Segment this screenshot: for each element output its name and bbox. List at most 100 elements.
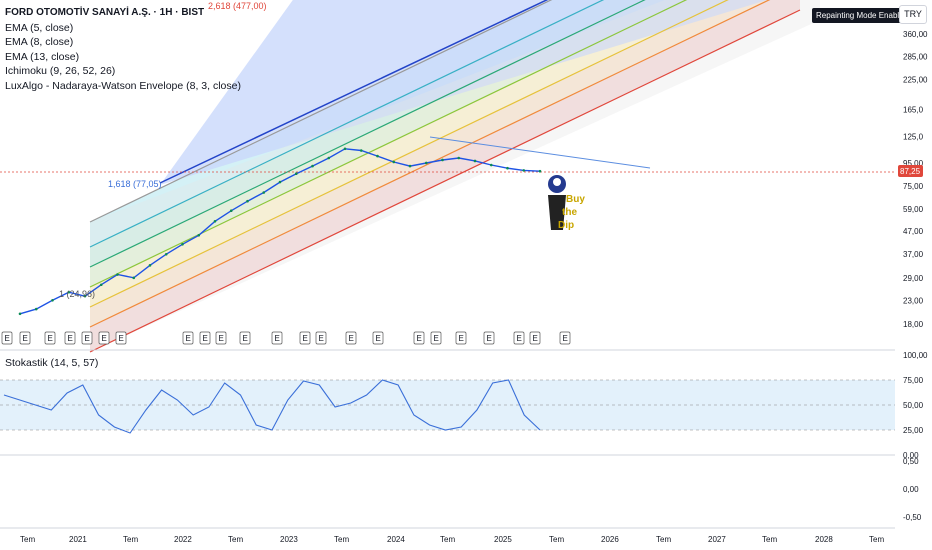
legend-nw-envelope[interactable]: LuxAlgo - Nadaraya-Watson Envelope (8, 3…	[5, 79, 241, 92]
earnings-marker	[529, 331, 541, 345]
stochastic-pane	[0, 379, 895, 434]
price-axis: 360,00 285,00 225,00 165,0 125,0 95,00 75,00 59…	[903, 30, 928, 522]
earnings-marker	[1, 331, 13, 345]
price-point	[83, 294, 87, 298]
price-tick: 360,00	[903, 30, 928, 39]
legend-title: FORD OTOMOTİV SANAYİ A.Ş. · 1H · BIST	[5, 7, 205, 18]
earnings-marker-label: E	[186, 334, 191, 343]
earnings-marker-label: E	[517, 334, 522, 343]
earnings-marker	[315, 331, 327, 345]
price-point	[392, 160, 396, 164]
price-tick: 125,0	[903, 132, 924, 141]
price-tick: 225,00	[903, 75, 928, 84]
price-point	[327, 156, 331, 160]
earnings-marker	[115, 331, 127, 345]
legend-ema5[interactable]: EMA (5, close)	[5, 21, 74, 34]
currency-button[interactable]: TRY	[899, 5, 927, 24]
lower-tick: 0,00	[903, 485, 919, 494]
earnings-marker	[299, 331, 311, 345]
time-tick: 2026	[601, 535, 619, 544]
regression-channel	[89, 0, 820, 353]
time-tick: Tem	[20, 535, 35, 544]
price-tick: 29,00	[903, 274, 924, 283]
earnings-marker	[98, 331, 110, 345]
earnings-marker	[483, 331, 495, 345]
time-axis: Tem 2021 Tem 2022 Tem 2023 Tem 2024 Tem 2025 Tem 20…	[20, 535, 884, 544]
price-tick: 165,0	[903, 106, 924, 115]
osc-tick: 50,00	[903, 401, 924, 410]
price-point	[229, 209, 233, 213]
fib-label-1618: 1,618 (77,05)	[108, 179, 162, 189]
earnings-marker	[64, 331, 76, 345]
time-tick: 2021	[69, 535, 87, 544]
earnings-marker	[44, 331, 56, 345]
stochastic-line	[3, 379, 541, 434]
price-point	[34, 307, 38, 311]
sticker-word-1: Buy	[566, 194, 585, 205]
earnings-marker-label: E	[303, 334, 308, 343]
price-point	[457, 156, 461, 160]
price-tick: 37,00	[903, 250, 924, 259]
price-tick: 18,00	[903, 320, 924, 329]
price-series	[18, 147, 542, 316]
price-tick: 95,00	[903, 159, 924, 168]
earnings-marker-label: E	[376, 334, 381, 343]
earnings-marker-label: E	[85, 334, 90, 343]
price-point	[246, 199, 249, 203]
earnings-marker	[81, 331, 93, 345]
earnings-marker-label: E	[5, 334, 10, 343]
earnings-marker	[559, 331, 571, 345]
earnings-marker-label: E	[459, 334, 464, 343]
price-point	[441, 158, 444, 162]
price-tick: 47,00	[903, 227, 924, 236]
legend-ichimoku[interactable]: Ichimoku (9, 26, 52, 26)	[5, 65, 116, 77]
earnings-marker-label: E	[349, 334, 354, 343]
earnings-marker-label: E	[203, 334, 208, 343]
osc-tick: 100,00	[903, 351, 928, 360]
legend-ema13[interactable]: EMA (13, close)	[5, 50, 80, 63]
earnings-marker-label: E	[319, 334, 324, 343]
indicator-legend[interactable]: FORD OTOMOTİV SANAYİ A.Ş. · 1H · BIST EM…	[5, 6, 241, 93]
earnings-marker-label: E	[434, 334, 439, 343]
price-point	[311, 164, 314, 168]
legend-ema8[interactable]: EMA (8, close)	[5, 36, 74, 48]
price-point	[148, 264, 152, 267]
price-point	[164, 252, 168, 256]
fib-label-1: 1 (24,96)	[59, 289, 95, 299]
price-tick: 59,00	[903, 205, 924, 214]
time-tick: Tem	[440, 535, 455, 544]
earnings-marker	[430, 331, 442, 345]
earnings-marker	[182, 331, 194, 345]
earnings-marker	[215, 331, 227, 345]
time-tick: Tem	[228, 535, 243, 544]
lower-tick: 0,50	[903, 457, 919, 466]
earnings-marker-label: E	[243, 334, 248, 343]
earnings-marker	[19, 331, 31, 345]
price-point	[262, 191, 266, 194]
price-point	[278, 180, 282, 184]
price-point	[99, 283, 103, 287]
earnings-marker	[271, 331, 283, 345]
buy-the-dip-sticker: Buy the Dip	[548, 175, 585, 231]
price-tick: 23,00	[903, 296, 924, 305]
earnings-marker-label: E	[487, 334, 492, 343]
sticker-word-2: the	[562, 207, 577, 218]
lower-tick: -0,50	[903, 513, 922, 522]
earnings-marker-label: E	[102, 334, 107, 343]
earnings-marker	[413, 331, 425, 345]
earnings-marker	[199, 331, 211, 345]
time-tick: Tem	[123, 535, 138, 544]
time-tick: Tem	[334, 535, 349, 544]
time-tick: 2025	[494, 535, 512, 544]
time-tick: Tem	[549, 535, 564, 544]
stochastic-legend[interactable]: Stokastik (14, 5, 57)	[5, 357, 99, 369]
sticker-word-3: Dip	[558, 220, 574, 231]
price-point	[473, 159, 477, 163]
price-point	[424, 161, 428, 165]
price-point	[51, 298, 54, 302]
osc-tick: 0,00	[903, 451, 919, 460]
fib-label-2618: 2,618 (477,00)	[208, 1, 267, 11]
earnings-marker	[345, 331, 357, 345]
